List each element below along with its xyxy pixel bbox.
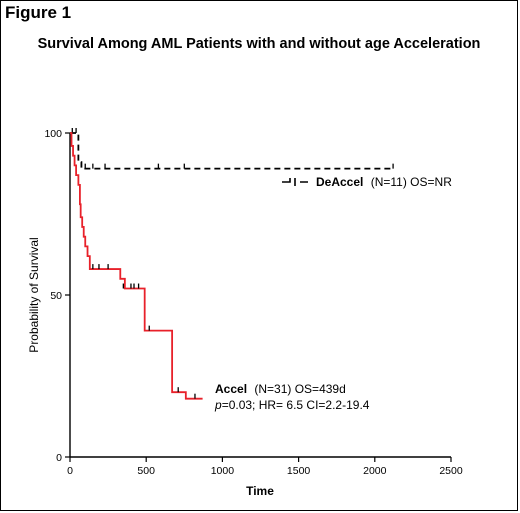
x-tick-label: 1500	[287, 465, 311, 477]
y-axis-label: Probability of Survival	[27, 237, 41, 352]
figure-label: Figure 1	[5, 3, 72, 22]
legend-deaccel: DeAccel (N=11) OS=NR	[282, 175, 452, 189]
deaccel-survival-line	[70, 132, 394, 170]
x-tick-label: 1000	[211, 465, 235, 477]
x-tick-label: 2000	[363, 465, 387, 477]
svg-text:Accel (N=31) OS=439d: Accel (N=31) OS=439d	[215, 382, 346, 396]
legend-accel-p: p	[214, 398, 222, 412]
x-axis-label: Time	[246, 484, 274, 498]
legend-deaccel-name: DeAccel	[316, 175, 363, 189]
legend-accel-stats: =0.03; HR= 6.5 CI=2.2-19.4	[222, 398, 370, 412]
accel-survival-line	[70, 132, 203, 400]
legend-accel-text: (N=31) OS=439d	[254, 382, 345, 396]
y-tick-label: 100	[44, 128, 62, 140]
legend-accel-name: Accel	[215, 382, 247, 396]
ticks: 0 500 1000 1500 2000 2500 0 50 100	[44, 128, 462, 477]
series	[70, 128, 394, 400]
svg-text:DeAccel (N=11) OS=NR: DeAccel (N=11) OS=NR	[316, 175, 452, 189]
legend-accel: Accel (N=31) OS=439d p=0.03; HR= 6.5 CI=…	[214, 382, 370, 412]
x-tick-label: 0	[67, 465, 73, 477]
legend-deaccel-marker	[282, 178, 308, 186]
chart-title: Survival Among AML Patients with and wit…	[37, 36, 481, 52]
x-tick-label: 500	[137, 465, 155, 477]
y-tick-label: 50	[50, 290, 62, 302]
svg-text:p=0.03; HR= 6.5 CI=2.2-19.4: p=0.03; HR= 6.5 CI=2.2-19.4	[214, 398, 370, 412]
y-tick-label: 0	[56, 452, 62, 464]
x-tick-label: 2500	[439, 465, 463, 477]
legend-deaccel-text: (N=11) OS=NR	[371, 175, 452, 189]
